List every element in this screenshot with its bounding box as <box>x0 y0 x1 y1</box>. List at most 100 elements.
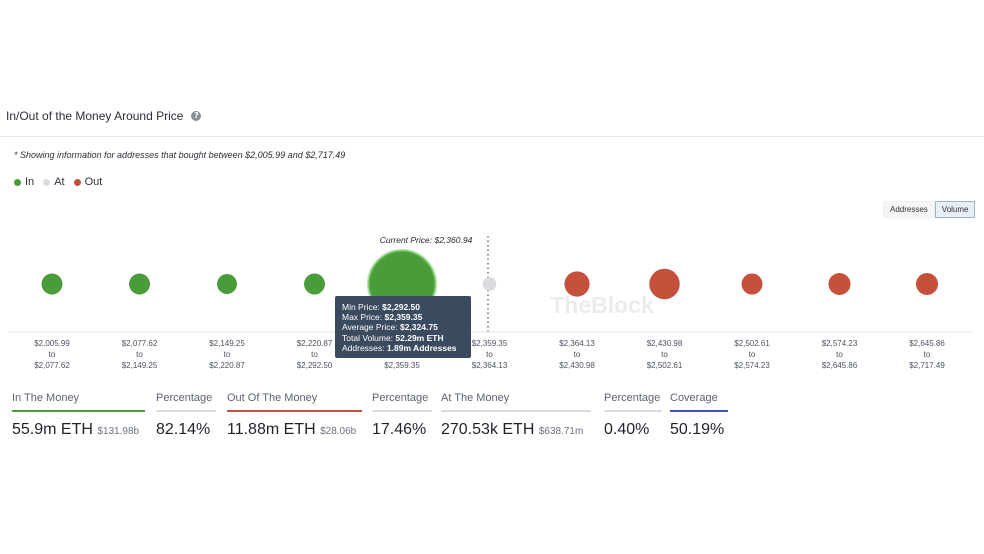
x-tick-label: $2,220.87 <box>297 339 333 348</box>
bucket-tooltip: Min Price: $2,292.50 Max Price: $2,359.3… <box>335 296 471 358</box>
x-tick-to: to <box>486 350 493 359</box>
tooltip-min-price-label: Min Price: <box>342 302 380 312</box>
x-tick-label: $2,430.98 <box>647 339 683 348</box>
tooltip-addresses-label: Addresses: <box>342 342 385 353</box>
x-tick-label: $2,077.62 <box>34 361 70 370</box>
x-tick-label: $2,574.23 <box>822 339 858 348</box>
bubble-at[interactable] <box>482 277 497 291</box>
x-tick-label: $2,149.25 <box>122 361 158 370</box>
stat-label: Coverage <box>670 392 718 404</box>
x-tick-label: $2,645.86 <box>909 339 945 348</box>
stat-value-usd: $131.98b <box>97 426 140 437</box>
x-tick-label: $2,149.25 <box>209 339 245 348</box>
x-tick-to: to <box>136 350 143 359</box>
tooltip-max-price-label: Max Price: <box>342 312 383 323</box>
stat-at-the-money: At The Money 270.53k ETH $638.71m <box>441 392 591 439</box>
tooltip-max-price-row: Max Price: $2,359.35 <box>342 312 471 322</box>
page-title: In/Out of the Money Around Price <box>6 109 184 123</box>
stat-value: 11.88m ETH $28.06b <box>227 421 362 439</box>
tooltip-volume: 52.29m ETH <box>395 332 444 343</box>
x-tick-label: $2,220.87 <box>209 361 245 370</box>
stat-value: 82.14% <box>156 421 211 438</box>
tooltip-addresses-row: Addresses: 1.89m Addresses <box>342 343 471 353</box>
tooltip-avg-price-row: Average Price: $2,324.75 <box>342 322 471 332</box>
x-tick-label: $2,359.35 <box>384 361 420 370</box>
stat-out-of-the-money: Out Of The Money 11.88m ETH $28.06b <box>227 392 362 439</box>
tooltip-volume-row: Total Volume: 52.29m ETH <box>342 333 471 343</box>
stat-in-percentage: Percentage 82.14% <box>156 392 216 439</box>
stat-out-percentage: Percentage 17.46% <box>372 392 432 439</box>
x-tick-label: $2,574.23 <box>734 361 770 370</box>
legend: In At Out <box>14 176 102 188</box>
stat-value-main: 11.88m ETH <box>227 421 316 438</box>
x-tick-to: to <box>749 350 756 359</box>
stat-underline <box>12 410 145 412</box>
bubble-out[interactable] <box>649 268 680 300</box>
bubble-in[interactable] <box>129 273 150 295</box>
stat-value: 50.19% <box>670 421 725 438</box>
x-tick-to: to <box>574 350 581 359</box>
bubble-out[interactable] <box>828 272 851 296</box>
stat-value-usd: $638.71m <box>538 426 584 437</box>
stat-label: At The Money <box>441 392 510 404</box>
stat-coverage: Coverage 50.19% <box>670 392 728 439</box>
legend-label-in: In <box>25 176 35 188</box>
x-tick-label: $2,717.49 <box>909 361 945 370</box>
x-tick-to: to <box>49 350 56 359</box>
x-tick-label: $2,359.35 <box>472 339 508 348</box>
stat-label: Out Of The Money <box>227 392 318 404</box>
watermark-text: TheBlock <box>550 292 654 318</box>
x-tick-label: $2,502.61 <box>734 339 770 348</box>
legend-label-out: Out <box>84 176 103 188</box>
volume-toggle-button[interactable]: Volume <box>934 201 976 218</box>
stat-underline <box>227 410 362 412</box>
legend-label-at: At <box>54 176 65 188</box>
x-tick-to: to <box>836 350 843 359</box>
stat-label: Percentage <box>156 392 213 404</box>
stat-value-usd: $28.06b <box>320 426 357 437</box>
stat-underline <box>604 410 662 412</box>
tooltip-min-price-row: Min Price: $2,292.50 <box>342 302 471 312</box>
bubble-in[interactable] <box>304 273 325 295</box>
bubble-in[interactable] <box>41 273 63 295</box>
stat-value: 17.46% <box>372 421 427 438</box>
tooltip-addresses: 1.89m Addresses <box>386 342 457 353</box>
legend-swatch-at <box>43 178 51 186</box>
legend-swatch-in <box>14 178 21 186</box>
x-tick-label: $2,645.86 <box>822 361 858 370</box>
stat-at-percentage: Percentage 0.40% <box>604 392 662 439</box>
stat-label: Percentage <box>372 392 429 404</box>
stat-underline <box>670 410 728 412</box>
stat-value: 0.40% <box>604 421 650 438</box>
stat-value: 270.53k ETH $638.71m <box>441 421 591 439</box>
x-tick-to: to <box>224 350 231 359</box>
bubble-chart: TheBlock Current Price: $2,360.94 $2,005… <box>8 235 972 370</box>
x-tick-to: to <box>661 350 668 359</box>
legend-item-in[interactable]: In <box>14 176 34 188</box>
legend-swatch-out <box>73 178 81 186</box>
addresses-toggle-button[interactable]: Addresses <box>883 201 935 218</box>
legend-item-at[interactable]: At <box>43 176 65 188</box>
legend-item-out[interactable]: Out <box>73 176 103 188</box>
metric-toggle: Addresses Volume <box>883 201 976 218</box>
tooltip-avg-price: $2,324.75 <box>399 322 438 333</box>
stat-value-main: 270.53k ETH <box>441 421 535 438</box>
stat-label: Percentage <box>604 392 661 404</box>
bubble-out[interactable] <box>915 272 939 296</box>
question-circle-icon[interactable]: ? <box>191 111 202 121</box>
summary-stats: In The Money 55.9m ETH $131.98b Percenta… <box>0 392 984 452</box>
tooltip-volume-label: Total Volume: <box>342 332 394 343</box>
x-tick-labels: $2,005.99 to $2,077.62 $2,077.62 to $2,149.25… <box>34 339 945 370</box>
x-tick-label: $2,364.13 <box>559 339 595 348</box>
stat-underline <box>372 410 432 412</box>
bubble-out[interactable] <box>741 273 763 295</box>
stat-value: 55.9m ETH $131.98b <box>12 421 145 439</box>
bubble-in[interactable] <box>217 274 237 294</box>
current-price-label: Current Price: $2,360.94 <box>380 235 473 245</box>
x-tick-label: $2,077.62 <box>122 339 158 348</box>
x-tick-label: $2,364.13 <box>472 361 508 370</box>
x-tick-label: $2,005.99 <box>34 339 70 348</box>
stat-underline <box>441 410 591 412</box>
bubble-out[interactable] <box>564 271 590 297</box>
stat-underline <box>156 410 216 412</box>
